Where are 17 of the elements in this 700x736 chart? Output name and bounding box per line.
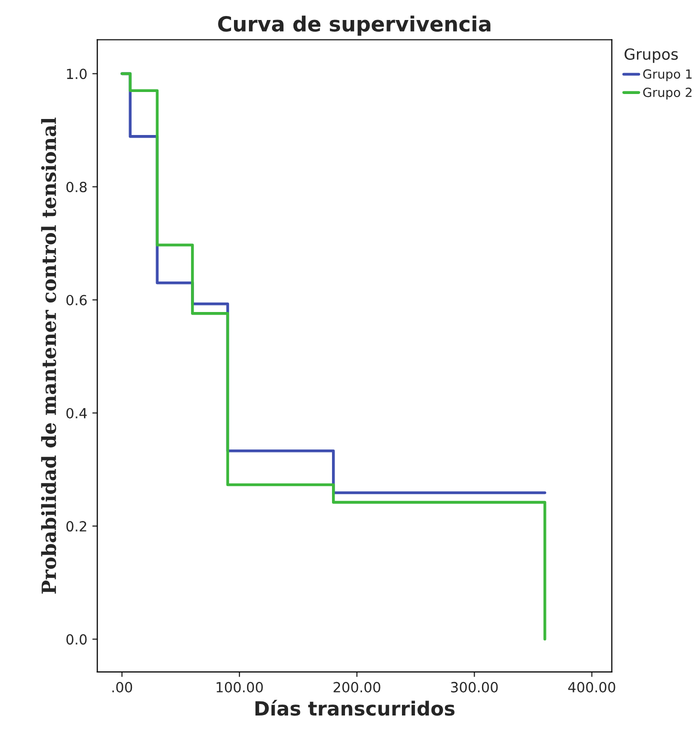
x-tick-label: 400.00 xyxy=(568,682,616,692)
legend-title: Grupos xyxy=(624,48,678,63)
chart-title: Curva de supervivencia xyxy=(218,16,490,36)
y-tick-label: 0.2 xyxy=(66,521,86,532)
x-tick-label: 300.00 xyxy=(451,682,498,692)
x-tick-label: .00 xyxy=(112,682,132,692)
legend-label: Grupo 1 xyxy=(643,69,692,82)
y-tick-label: 0.4 xyxy=(66,408,87,418)
x-tick-label: 200.00 xyxy=(334,682,380,692)
x-tick-label: 100.00 xyxy=(216,682,263,692)
y-tick-label: 0.8 xyxy=(66,182,87,192)
y-tick-label: 0.6 xyxy=(66,294,87,306)
y-tick-label: 1.0 xyxy=(67,68,87,80)
legend-label: Grupo 2 xyxy=(643,88,692,100)
x-axis-title: Días transcurridos xyxy=(255,700,455,716)
y-tick-label: 0.0 xyxy=(66,634,87,645)
y-axis-title: Probabilidad de mantener control tensional xyxy=(41,118,56,594)
